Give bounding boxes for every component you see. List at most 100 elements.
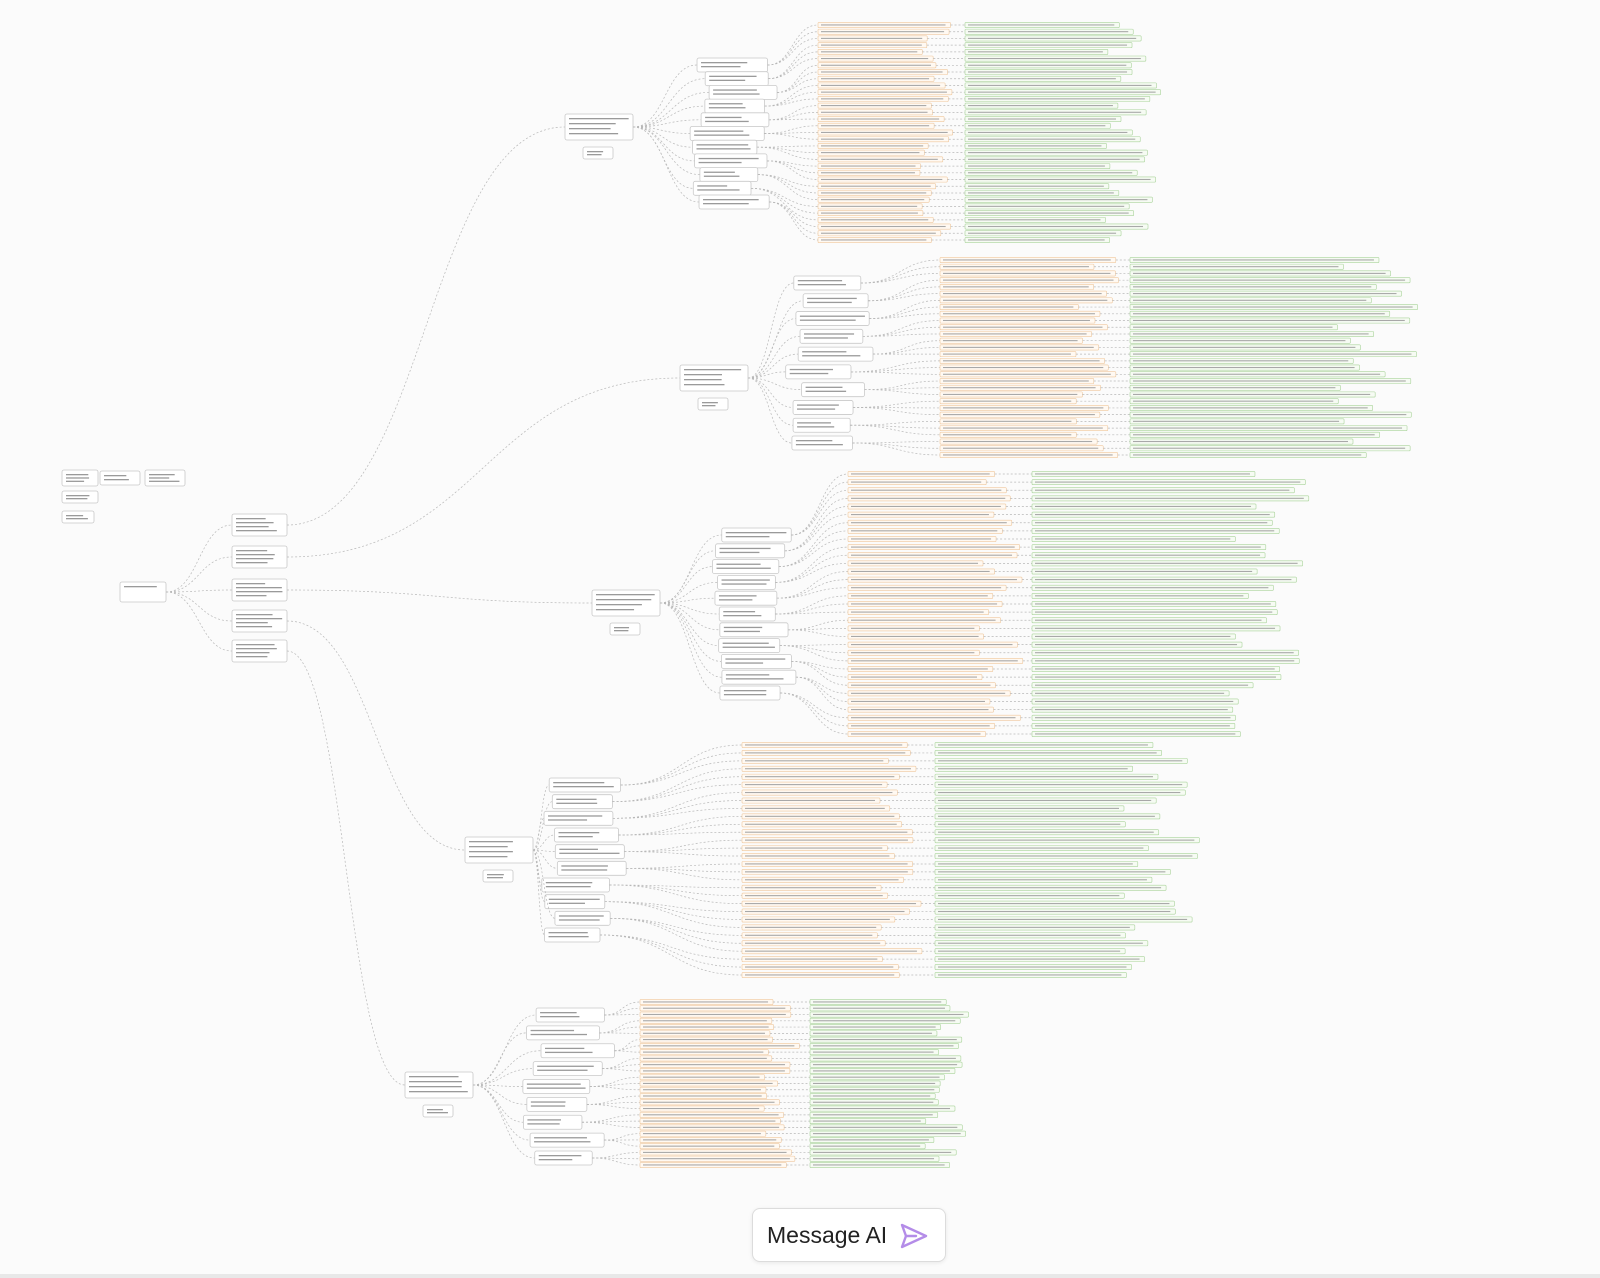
node-text bbox=[1133, 259, 1374, 261]
node-text bbox=[1133, 293, 1397, 295]
node-text bbox=[851, 684, 991, 686]
node-text bbox=[1035, 570, 1253, 572]
node-text bbox=[713, 93, 760, 95]
node-text bbox=[938, 752, 1157, 754]
node-text bbox=[643, 1095, 762, 1097]
node-text bbox=[943, 454, 1113, 456]
connector bbox=[659, 582, 718, 604]
node-text bbox=[789, 368, 833, 371]
node bbox=[564, 113, 634, 141]
node-text bbox=[943, 259, 1111, 261]
node bbox=[801, 382, 865, 398]
node bbox=[541, 877, 610, 893]
node-text bbox=[938, 847, 1144, 849]
node-text bbox=[427, 1112, 448, 1114]
connector bbox=[788, 629, 849, 637]
connector bbox=[532, 849, 558, 869]
node-text bbox=[851, 725, 990, 727]
connector bbox=[853, 407, 941, 416]
node-text bbox=[236, 656, 268, 658]
send-button[interactable] bbox=[899, 1222, 929, 1250]
node-text bbox=[821, 192, 927, 194]
node-text bbox=[938, 958, 1140, 960]
connector bbox=[747, 377, 794, 408]
connector bbox=[788, 628, 849, 631]
message-input[interactable]: Message AI bbox=[752, 1208, 946, 1262]
connector bbox=[165, 524, 233, 593]
connector bbox=[632, 119, 702, 128]
node bbox=[540, 1043, 615, 1059]
node-text bbox=[643, 1114, 779, 1116]
node-text bbox=[745, 760, 884, 762]
node-text bbox=[569, 128, 611, 130]
node bbox=[532, 1061, 603, 1077]
node-text bbox=[643, 1026, 769, 1028]
node-text bbox=[968, 105, 1113, 107]
node-text bbox=[1133, 266, 1339, 268]
node-text bbox=[559, 852, 620, 854]
node-text bbox=[938, 950, 1121, 952]
connector bbox=[791, 661, 849, 678]
node-text bbox=[149, 477, 170, 479]
connector bbox=[604, 1139, 641, 1147]
node-text bbox=[821, 225, 946, 228]
node bbox=[404, 1071, 474, 1099]
node-text bbox=[643, 1139, 777, 1141]
node bbox=[534, 1150, 593, 1166]
node-text bbox=[938, 839, 1195, 841]
node-text bbox=[943, 346, 1094, 348]
connector bbox=[620, 744, 743, 786]
node-text bbox=[799, 315, 865, 317]
node-text bbox=[813, 1082, 936, 1084]
node-text bbox=[813, 1126, 958, 1128]
node-text bbox=[745, 855, 890, 857]
node-text bbox=[1133, 373, 1381, 375]
connector bbox=[776, 587, 849, 599]
node bbox=[609, 622, 641, 636]
node-text bbox=[530, 1105, 566, 1107]
connector bbox=[286, 589, 593, 604]
connector bbox=[775, 546, 849, 583]
node-text bbox=[802, 351, 847, 353]
connector bbox=[769, 201, 819, 234]
node-text bbox=[1133, 299, 1367, 301]
connector bbox=[659, 602, 720, 615]
node-text bbox=[821, 105, 927, 107]
connector bbox=[756, 146, 819, 154]
node-text bbox=[968, 91, 1156, 93]
connector bbox=[610, 917, 743, 944]
connector bbox=[589, 1086, 641, 1091]
node-text bbox=[1133, 434, 1375, 436]
node bbox=[793, 275, 862, 291]
node-text bbox=[821, 84, 941, 86]
connector bbox=[777, 64, 819, 93]
node-text bbox=[1035, 619, 1262, 621]
node-text bbox=[643, 1045, 795, 1047]
node-text bbox=[938, 855, 1193, 857]
node-text bbox=[104, 479, 129, 481]
connector bbox=[852, 442, 941, 456]
node bbox=[721, 669, 797, 685]
connector bbox=[864, 387, 941, 391]
connector bbox=[532, 834, 555, 851]
node-text bbox=[745, 799, 876, 802]
node bbox=[715, 543, 786, 559]
node bbox=[482, 869, 514, 883]
connector bbox=[780, 692, 849, 727]
node-text bbox=[1133, 333, 1369, 335]
connector bbox=[581, 1120, 641, 1123]
node-text bbox=[943, 360, 1100, 362]
node-text bbox=[943, 366, 1104, 369]
node-text bbox=[1133, 326, 1333, 328]
node-text bbox=[705, 120, 749, 123]
node-text bbox=[104, 475, 127, 477]
node-text bbox=[821, 158, 938, 160]
connector bbox=[747, 318, 796, 379]
connector bbox=[778, 530, 849, 567]
node-text bbox=[943, 414, 1095, 416]
node-text bbox=[702, 402, 718, 404]
node-text bbox=[643, 1082, 773, 1084]
node bbox=[231, 639, 288, 663]
node-text bbox=[548, 898, 600, 900]
node bbox=[679, 364, 749, 392]
